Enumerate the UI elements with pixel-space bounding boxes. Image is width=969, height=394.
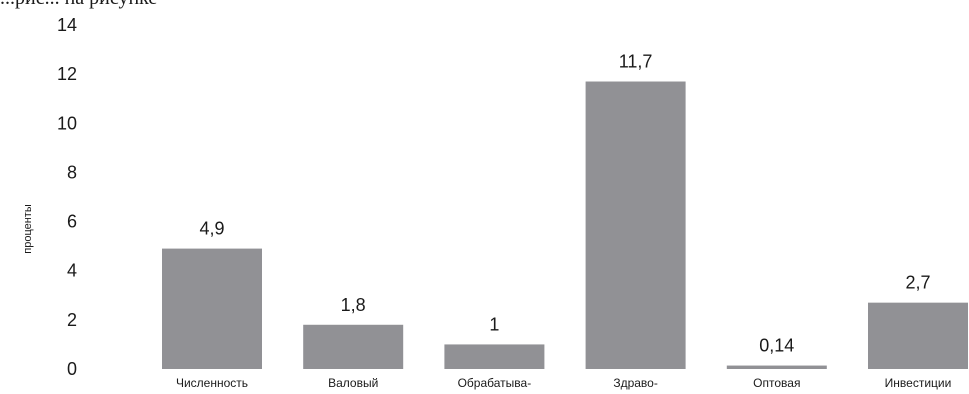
- y-tick-label: 10: [57, 113, 77, 133]
- value-labels: 4,9 1,8 1 11,7 0,14 2,7: [199, 52, 930, 356]
- category-label: Здраво-: [613, 376, 658, 390]
- bar-value-label: 1,8: [341, 295, 366, 315]
- bar-value-label: 4,9: [199, 219, 224, 239]
- bar: [868, 302, 968, 369]
- category-label: Оптовая: [753, 376, 800, 390]
- bar-value-label: 0,14: [759, 336, 794, 356]
- y-tick-label: 14: [57, 15, 77, 35]
- y-axis-ticks: 0 2 4 6 8 10 12 14: [57, 15, 77, 379]
- bar-value-label: 11,7: [619, 52, 653, 72]
- bars: [162, 81, 968, 369]
- category-label: Численность: [176, 376, 248, 390]
- category-label: Инвестиции: [885, 376, 952, 390]
- bar: [162, 248, 262, 369]
- category-label: Валовый: [328, 376, 378, 390]
- y-axis-title: проценты: [22, 204, 34, 254]
- bar-value-label: 1: [489, 314, 499, 334]
- bar: [585, 81, 686, 369]
- y-tick-label: 0: [67, 359, 77, 379]
- clipped-heading-fragment: ...рис... на рисунке: [0, 0, 157, 9]
- bar: [726, 365, 827, 369]
- bar: [303, 324, 404, 369]
- category-label: Обрабатыва-: [458, 376, 532, 390]
- bar-value-label: 2,7: [905, 273, 930, 293]
- y-tick-label: 8: [67, 162, 77, 182]
- y-tick-label: 4: [67, 261, 77, 281]
- category-labels: Численность Валовый Обрабатыва- Здраво- Опто…: [176, 376, 951, 390]
- y-tick-label: 12: [57, 64, 77, 84]
- y-tick-label: 2: [67, 310, 77, 330]
- bar: [444, 344, 545, 369]
- y-tick-label: 6: [67, 212, 77, 232]
